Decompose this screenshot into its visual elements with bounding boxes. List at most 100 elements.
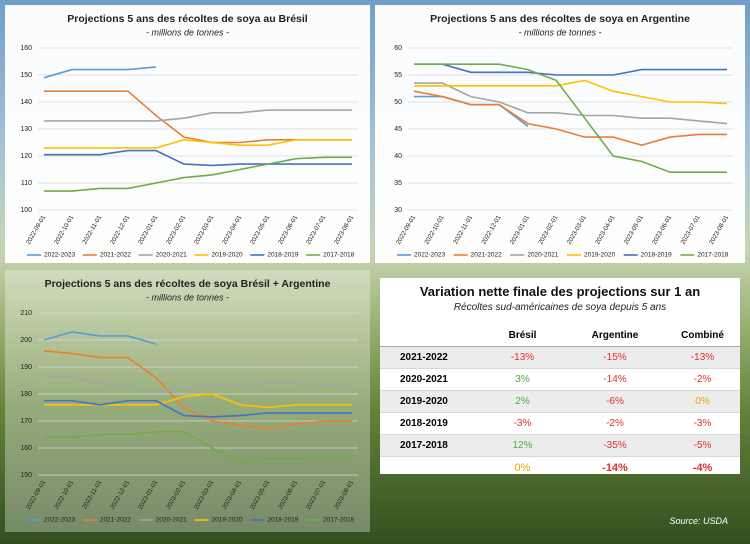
y-tick-label: 150: [20, 72, 32, 79]
y-tick-label: 60: [394, 45, 402, 52]
legend-label: 2019-2020: [212, 252, 243, 259]
chart-title: Projections 5 ans des récoltes de soya e…: [430, 13, 690, 25]
table-cell: -35%: [603, 440, 627, 451]
series-line: [414, 79, 728, 105]
total-cell: 0%: [514, 461, 531, 474]
table-row: 2020-2021 3% -14% -2%: [380, 369, 740, 391]
legend-label: 2018-2019: [641, 252, 672, 259]
series-line: [44, 375, 353, 393]
y-tick-label: 130: [20, 126, 32, 133]
y-tick-label: 50: [394, 99, 402, 106]
legend-label: 2021-2022: [471, 252, 502, 259]
table-cell: -15%: [603, 352, 627, 363]
chart-title: Projections 5 ans des récoltes de soya B…: [45, 278, 331, 290]
series-line: [413, 90, 727, 147]
legend-label: 2020-2021: [156, 517, 187, 524]
y-tick-label: 100: [20, 207, 32, 214]
chart-title: Projections 5 ans des récoltes de soya a…: [67, 13, 308, 25]
row-label: 2018-2019: [400, 418, 448, 429]
y-tick-label: 55: [394, 72, 402, 79]
series-line: [414, 63, 727, 173]
legend-label: 2020-2021: [527, 252, 558, 259]
series-line: [44, 138, 352, 149]
column-header: Brésil: [508, 330, 537, 341]
y-tick-label: 190: [20, 364, 32, 371]
legend-label: 2019-2020: [584, 252, 615, 259]
legend-label: 2021-2022: [100, 517, 131, 524]
y-tick-label: 120: [20, 153, 32, 160]
y-tick-label: 150: [20, 472, 32, 479]
table-cell: 2%: [515, 396, 530, 407]
y-tick-label: 170: [20, 418, 32, 425]
y-tick-label: 160: [20, 45, 32, 52]
legend-label: 2018-2019: [267, 252, 298, 259]
y-tick-label: 35: [394, 180, 402, 187]
chart-subtitle: - millions de tonnes -: [518, 27, 601, 37]
chart-subtitle: - millions de tonnes -: [146, 27, 229, 37]
legend-label: 2022-2023: [44, 517, 75, 524]
y-tick-label: 45: [394, 126, 402, 133]
table-cell: -14%: [603, 374, 627, 385]
series-line: [44, 156, 352, 192]
column-header: Argentine: [591, 330, 639, 341]
legend-label: 2019-2020: [212, 517, 243, 524]
table-cell: 12%: [512, 440, 533, 451]
legend-label: 2017-2018: [323, 252, 354, 259]
total-cell: -14%: [602, 461, 628, 474]
table-subtitle: Récoltes sud-américaines de soya depuis …: [453, 302, 667, 313]
series-line: [44, 109, 352, 122]
legend-label: 2017-2018: [323, 517, 354, 524]
column-header: Combiné: [681, 330, 724, 341]
series-line: [414, 82, 728, 125]
table-cell: -2%: [606, 418, 624, 429]
table-title: Variation nette finale des projections s…: [419, 284, 701, 299]
table-cell: -13%: [690, 352, 715, 363]
summary-table: Variation nette finale des projections s…: [380, 278, 740, 474]
legend-label: 2017-2018: [697, 252, 728, 259]
table-cell: -5%: [693, 440, 712, 451]
table-row: 2021-2022 -13% -15% -13%: [380, 347, 740, 369]
table-row: 2017-2018 12% -35% -5%: [380, 435, 740, 457]
table-header: Brésil Argentine Combiné: [380, 325, 740, 347]
table-cell: 3%: [515, 374, 530, 385]
table-cell: -2%: [693, 374, 712, 385]
table-cell: -3%: [513, 418, 532, 429]
y-tick-label: 140: [20, 99, 32, 106]
legend-label: 2020-2021: [156, 252, 187, 259]
totals-row: 0% -14% -4%: [380, 457, 740, 478]
table-cell: 0%: [695, 396, 710, 407]
row-label: 2021-2022: [400, 352, 448, 363]
table-cell: -6%: [606, 396, 624, 407]
y-tick-label: 160: [20, 445, 32, 452]
row-label: 2019-2020: [400, 396, 448, 407]
legend-label: 2022-2023: [44, 252, 75, 259]
y-tick-label: 210: [20, 310, 32, 317]
line-chart: Projections 5 ans des récoltes de soya a…: [20, 13, 358, 259]
series-line: [44, 149, 352, 167]
series-line: [43, 350, 352, 430]
series-line: [43, 66, 157, 79]
row-label: 2017-2018: [400, 440, 448, 451]
legend-label: 2022-2023: [414, 252, 445, 259]
table-cell: -3%: [693, 418, 712, 429]
table-row: 2019-2020 2% -6% 0%: [380, 391, 740, 413]
series-line: [414, 63, 727, 76]
row-label: 2020-2021: [400, 374, 448, 385]
chart-subtitle: - millions de tonnes -: [146, 292, 229, 302]
table-cell: -13%: [510, 352, 535, 363]
series-line: [43, 331, 157, 345]
series-line: [44, 431, 352, 463]
total-cell: -4%: [692, 461, 713, 474]
legend-label: 2018-2019: [267, 517, 298, 524]
y-tick-label: 40: [394, 153, 402, 160]
source: Source: USDA: [669, 516, 728, 526]
series-line: [44, 399, 352, 418]
y-tick-label: 200: [20, 337, 32, 344]
table-row: 2018-2019 -3% -2% -3%: [380, 413, 740, 435]
y-tick-label: 180: [20, 391, 32, 398]
y-tick-label: 30: [394, 207, 402, 214]
legend-label: 2021-2022: [100, 252, 131, 259]
y-tick-label: 110: [21, 180, 32, 187]
